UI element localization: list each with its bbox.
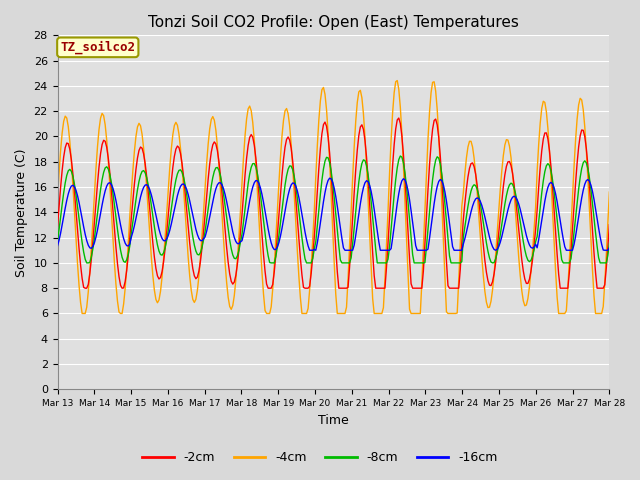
-16cm: [237, 239, 244, 244]
-16cm: [54, 243, 61, 249]
-4cm: [78, 311, 86, 316]
Line: -4cm: -4cm: [58, 81, 609, 313]
-2cm: [220, 209, 227, 215]
-4cm: [296, 295, 304, 301]
-16cm: [307, 247, 315, 253]
-8cm: [220, 192, 227, 197]
-2cm: [238, 212, 246, 217]
-4cm: [605, 189, 613, 195]
Title: Tonzi Soil CO2 Profile: Open (East) Temperatures: Tonzi Soil CO2 Profile: Open (East) Temp…: [148, 15, 519, 30]
-16cm: [122, 240, 129, 246]
-4cm: [54, 195, 61, 201]
-8cm: [578, 166, 586, 171]
Line: -16cm: -16cm: [58, 178, 609, 250]
-2cm: [296, 255, 304, 261]
-4cm: [578, 97, 586, 103]
-2cm: [578, 127, 586, 133]
Y-axis label: Soil Temperature (C): Soil Temperature (C): [15, 148, 28, 276]
-16cm: [326, 175, 333, 181]
-4cm: [238, 180, 246, 186]
Legend: -2cm, -4cm, -8cm, -16cm: -2cm, -4cm, -8cm, -16cm: [138, 446, 502, 469]
-4cm: [220, 237, 227, 242]
-4cm: [248, 108, 255, 114]
-2cm: [248, 132, 255, 137]
Line: -2cm: -2cm: [58, 118, 609, 288]
-2cm: [605, 222, 613, 228]
-16cm: [246, 198, 253, 204]
-4cm: [394, 78, 401, 84]
-2cm: [123, 268, 131, 274]
-8cm: [83, 260, 91, 266]
-4cm: [123, 264, 131, 270]
-2cm: [81, 285, 89, 291]
-2cm: [54, 223, 61, 229]
-16cm: [578, 195, 586, 201]
-16cm: [218, 182, 226, 188]
-8cm: [123, 257, 131, 263]
-16cm: [295, 194, 303, 200]
-16cm: [605, 245, 613, 251]
Line: -8cm: -8cm: [58, 156, 609, 263]
-8cm: [396, 153, 404, 159]
-8cm: [54, 239, 61, 245]
X-axis label: Time: Time: [318, 414, 349, 427]
-8cm: [248, 164, 255, 170]
-8cm: [238, 231, 246, 237]
Text: TZ_soilco2: TZ_soilco2: [60, 41, 135, 54]
-8cm: [296, 222, 304, 228]
-8cm: [605, 240, 613, 246]
-2cm: [395, 115, 403, 121]
